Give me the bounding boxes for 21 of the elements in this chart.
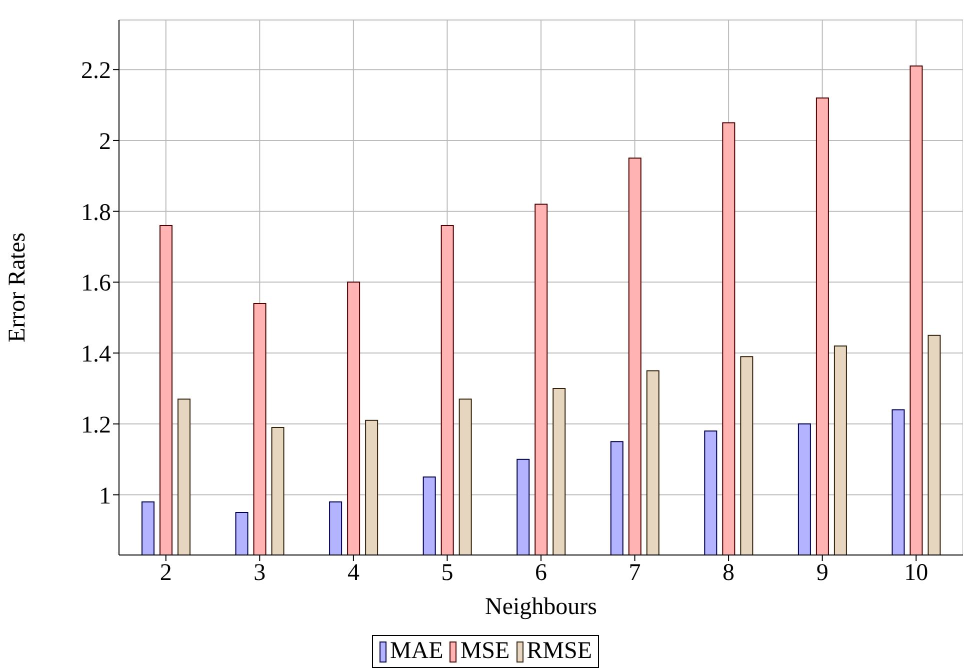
legend-label: MSE — [460, 638, 510, 665]
x-tick-label: 8 — [722, 560, 735, 586]
legend-label: MAE — [390, 638, 444, 665]
y-tick-label: 2.2 — [81, 58, 111, 84]
y-tick-label: 1 — [99, 483, 111, 510]
legend-label: RMSE — [526, 638, 592, 665]
y-tick-label: 1.4 — [81, 342, 111, 368]
x-axis-title: Neighbours — [485, 594, 597, 620]
x-tick-label: 7 — [628, 560, 641, 586]
x-tick-label: 5 — [441, 560, 454, 586]
x-tick-label: 4 — [347, 560, 360, 586]
x-tick-label: 9 — [816, 560, 828, 586]
y-tick-label: 1.8 — [81, 200, 111, 226]
x-tick-label: 3 — [254, 560, 266, 586]
x-tick-label: 10 — [904, 560, 928, 586]
y-tick-label: 1.6 — [81, 270, 111, 297]
x-tick-label: 6 — [535, 560, 547, 586]
y-axis-title: Error Rates — [4, 232, 31, 342]
y-tick-label: 1.2 — [81, 412, 111, 438]
x-tick-label: 2 — [160, 560, 172, 586]
y-tick-label: 2 — [99, 128, 111, 155]
